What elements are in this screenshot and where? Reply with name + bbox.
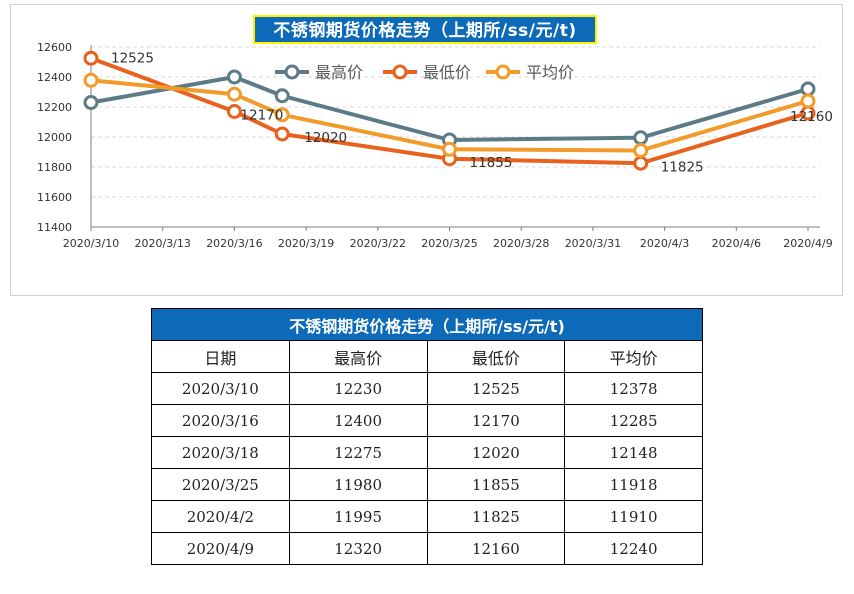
table-cell: 12020 — [426, 436, 566, 469]
table-title-row: 不锈钢期货价格走势（上期所/ss/元/t) — [151, 308, 703, 341]
x-tick-label: 2020/3/19 — [278, 237, 334, 250]
series-point-2 — [83, 72, 99, 88]
data-label: 12020 — [304, 130, 347, 146]
data-label: 12170 — [240, 108, 283, 124]
table-cell: 2020/4/9 — [151, 532, 290, 565]
series-point-2 — [442, 141, 457, 157]
series-point-0 — [800, 81, 816, 97]
table-cell: 11855 — [426, 468, 566, 501]
series-point-1 — [633, 155, 649, 171]
table-header-row: 日期 最高价 最低价 平均价 — [151, 340, 703, 373]
table-cell: 12170 — [426, 404, 566, 437]
legend-label: 最高价 — [315, 63, 363, 82]
x-tick-label: 2020/3/28 — [493, 237, 549, 250]
series-point-1 — [83, 50, 99, 66]
table-cell: 12400 — [288, 404, 428, 437]
data-label: 12160 — [790, 109, 833, 125]
table-cell: 12378 — [564, 372, 703, 405]
header-high: 最高价 — [288, 340, 428, 373]
series-point-1 — [274, 126, 290, 142]
table-cell: 2020/3/25 — [151, 468, 290, 501]
legend-marker-1 — [392, 64, 408, 80]
series-line-1 — [90, 56, 809, 166]
table-cell: 2020/3/18 — [151, 436, 290, 469]
table-cell: 11918 — [564, 468, 703, 501]
header-low: 最低价 — [426, 340, 566, 373]
legend-marker-2 — [495, 64, 511, 80]
y-tick-label: 11800 — [37, 161, 72, 174]
chart-title: 不锈钢期货价格走势（上期所/ss/元/t) — [253, 15, 597, 44]
x-tick-label: 2020/4/9 — [783, 237, 832, 250]
y-tick-label: 11600 — [37, 191, 72, 204]
series-point-0 — [226, 69, 242, 85]
table-cell: 11825 — [426, 500, 566, 533]
x-tick-label: 2020/3/22 — [350, 237, 406, 250]
chart-frame — [10, 4, 843, 296]
table-cell: 12525 — [426, 372, 566, 405]
y-tick-label: 12000 — [37, 131, 72, 144]
series-point-0 — [83, 95, 99, 110]
y-tick-label: 12400 — [37, 71, 72, 84]
x-tick-label: 2020/3/25 — [421, 237, 477, 250]
x-tick-label: 2020/4/3 — [640, 237, 689, 250]
table-cell: 11910 — [564, 500, 703, 533]
legend-label: 平均价 — [526, 63, 574, 82]
table-row: 2020/4/9 12320 12160 12240 — [151, 532, 703, 565]
data-label: 11855 — [470, 155, 513, 171]
table-cell: 12285 — [564, 404, 703, 437]
table-cell: 2020/4/2 — [151, 500, 290, 533]
header-date: 日期 — [151, 340, 290, 373]
series-line-2 — [90, 78, 809, 153]
table-cell: 11980 — [288, 468, 428, 501]
y-tick-label: 12200 — [37, 101, 72, 114]
series-point-2 — [274, 107, 290, 123]
series-point-2 — [633, 143, 649, 158]
table-row: 2020/3/16 12400 12170 12285 — [151, 404, 703, 437]
x-tick-label: 2020/3/10 — [63, 237, 119, 250]
table-cell: 12240 — [564, 532, 703, 565]
table-cell: 2020/3/10 — [151, 372, 290, 405]
legend-label: 最低价 — [423, 63, 471, 82]
table-row: 2020/3/18 12275 12020 12148 — [151, 436, 703, 469]
series-line-0 — [90, 75, 809, 142]
y-tick-label: 11400 — [37, 221, 72, 234]
table-cell: 11995 — [288, 500, 428, 533]
table-row: 2020/3/25 11980 11855 11918 — [151, 468, 703, 501]
table-cell: 12160 — [426, 532, 566, 565]
series-point-0 — [274, 88, 290, 104]
table-cell: 12320 — [288, 532, 428, 565]
line-chart: 11400 11600 11800 12000 12200 12400 12600 2020/… — [37, 41, 833, 250]
header-avg: 平均价 — [564, 340, 703, 373]
price-table-body: 不锈钢期货价格走势（上期所/ss/元/t) 日期 最高价 最低价 平均价 202… — [151, 308, 703, 565]
x-tick-label: 2020/4/6 — [712, 237, 761, 250]
data-label: 12525 — [111, 50, 154, 66]
series-point-2 — [800, 93, 816, 109]
table-row: 2020/4/2 11995 11825 11910 — [151, 500, 703, 533]
x-tick-label: 2020/3/31 — [565, 237, 621, 250]
series-point-2 — [226, 86, 242, 102]
y-tick-label: 12600 — [37, 41, 72, 54]
table-cell: 12148 — [564, 436, 703, 469]
x-tick-label: 2020/3/13 — [134, 237, 190, 250]
price-table: 不锈钢期货价格走势（上期所/ss/元/t) 日期 最高价 最低价 平均价 202… — [151, 308, 703, 565]
series-point-1 — [226, 104, 242, 119]
table-row: 2020/3/10 12230 12525 12378 — [151, 372, 703, 405]
table-cell: 12230 — [288, 372, 428, 405]
table-cell: 12275 — [288, 436, 428, 469]
data-label: 11825 — [661, 159, 704, 175]
legend-marker-0 — [284, 64, 300, 80]
table-cell: 2020/3/16 — [151, 404, 290, 437]
table-title: 不锈钢期货价格走势（上期所/ss/元/t) — [151, 308, 703, 341]
series-point-0 — [633, 130, 649, 146]
x-tick-label: 2020/3/16 — [206, 237, 262, 250]
